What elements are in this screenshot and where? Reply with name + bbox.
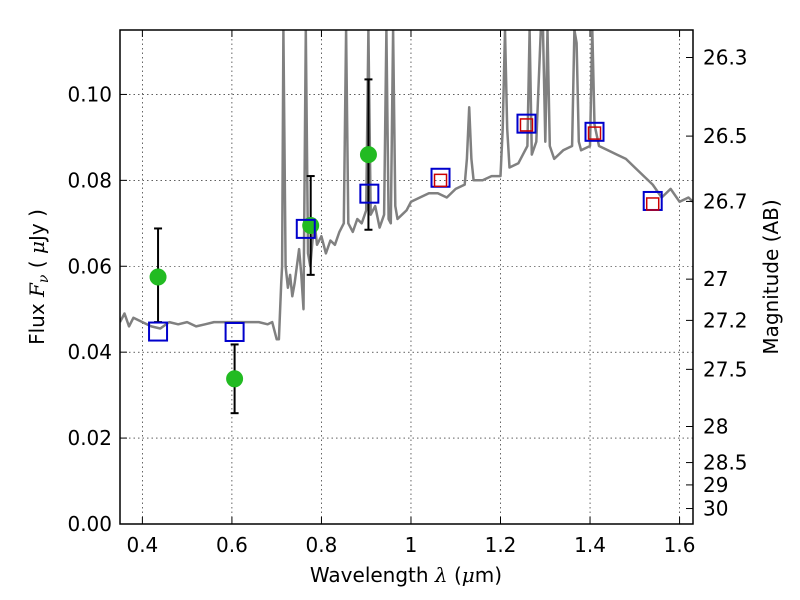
plot-frame	[119, 29, 694, 525]
model-square-red	[433, 173, 448, 188]
x-tick-label: 0.8	[306, 533, 338, 557]
model-square-blue	[295, 218, 316, 239]
y-axis-label: Flux Fν ( μJy )	[25, 209, 52, 345]
model-square-blue	[516, 113, 537, 134]
model-square-blue	[148, 321, 169, 342]
marker-layer	[148, 78, 663, 415]
data-layer	[120, 30, 693, 341]
y2-tick-label: 27	[703, 267, 728, 291]
y2-tick-label: 27.2	[703, 308, 748, 332]
y-tick-label: 0.02	[67, 426, 112, 450]
x-tick-label: 0.6	[216, 533, 248, 557]
observed-point	[149, 268, 167, 286]
y2-tick-label: 30	[703, 497, 728, 521]
x-tick-label: 0.4	[126, 533, 158, 557]
y2-tick-label: 27.5	[703, 357, 748, 381]
y-tick-label: 0.06	[67, 254, 112, 278]
y2-tick-label: 26.7	[703, 189, 748, 213]
x-tick-label: 1.6	[664, 533, 696, 557]
x-tick-label: 1.2	[485, 533, 517, 557]
y-tick-label: 0.00	[67, 512, 112, 536]
y-tick-label: 0.08	[67, 168, 112, 192]
y2-tick-label: 28.5	[703, 451, 748, 475]
model-square-blue	[584, 121, 605, 142]
ticks: 0.4 0.6 0.8 1 1.2 1.4 1.6 0.00 0.02 0.04 0.06 0.08 0…	[67, 30, 748, 557]
x-tick-label: 1.4	[574, 533, 606, 557]
y-tick-label: 0.10	[67, 82, 112, 106]
x-tick-label: 1	[405, 533, 418, 557]
y2-axis-label: Magnitude (AB)	[759, 199, 783, 354]
model-square-red	[645, 197, 660, 211]
y2-tick-label: 26.3	[703, 45, 748, 69]
y2-tick-label: 28	[703, 414, 728, 438]
model-square-blue	[224, 321, 245, 342]
spectrum-line	[120, 30, 693, 341]
grid	[120, 30, 693, 525]
plot-background	[120, 30, 693, 524]
y2-tick-label: 26.5	[703, 124, 748, 148]
y2-tick-label: 29	[703, 473, 728, 497]
observed-point	[226, 370, 244, 388]
model-square-red	[519, 118, 534, 132]
x-axis-label: Wavelength λ (μm)	[310, 563, 502, 587]
model-square-blue	[359, 183, 380, 204]
observed-point	[359, 146, 377, 164]
y-tick-label: 0.04	[67, 340, 112, 364]
model-square-red	[587, 126, 602, 140]
